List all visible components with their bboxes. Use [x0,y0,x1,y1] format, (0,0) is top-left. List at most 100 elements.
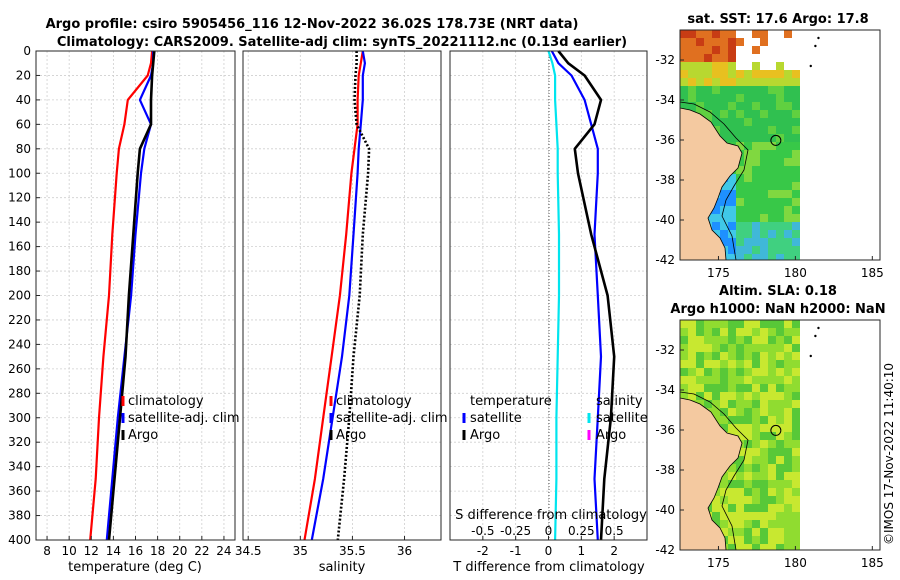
map-field-cell [784,118,792,126]
map-field-cell [744,424,752,432]
map-field-cell [744,206,752,214]
map-field-cell [688,38,696,46]
map-field-cell [792,198,800,206]
y-tick-label: 340 [8,460,31,474]
map-field-cell [752,464,760,472]
map-field-cell [760,400,768,408]
map-field-cell [792,520,800,528]
map-field-cell [792,456,800,464]
map-field-cell [792,238,800,246]
sla-map: Altim. SLA: 0.18 Argo h1000: NaN h2000: … [655,284,885,570]
map-field-cell [736,86,744,94]
map-field-cell [776,70,784,78]
map-field-cell [784,214,792,222]
map-field-cell [784,134,792,142]
map-field-cell [784,86,792,94]
island-marker [814,44,817,48]
map-field-cell [792,448,800,456]
map-field-cell [760,134,768,142]
map-field-cell [768,126,776,134]
map-field-cell [784,158,792,166]
salinity-xlabel: salinity [319,560,366,575]
map-field-cell [744,110,752,118]
map-field-cell [728,416,736,424]
map-field-cell [768,336,776,344]
map-field-cell [744,416,752,424]
map-field-cell [744,328,752,336]
map-field-cell [768,158,776,166]
map-field-cell [768,440,776,448]
map-field-cell [784,150,792,158]
map-field-cell [720,70,728,78]
y-tick-label: 380 [8,509,31,523]
map-field-cell [776,174,784,182]
map-field-cell [688,384,696,392]
map-field-cell [720,344,728,352]
map-field-cell [784,78,792,86]
x-tick-label: 2 [610,544,618,558]
map-field-cell [736,190,744,198]
map-field-cell [784,432,792,440]
map-field-cell [736,416,744,424]
map-field-cell [784,352,792,360]
map-field-cell [760,464,768,472]
map-field-cell [792,328,800,336]
legend-label-satellite-adj: satellite-adj. clim [336,411,448,426]
legend-label-argo: Argo [336,428,366,443]
map-field-cell [728,352,736,360]
map-field-cell [760,70,768,78]
map-field-cell [768,222,776,230]
map-field-cell [744,198,752,206]
map-field-cell [768,544,776,550]
map-field-cell [744,70,752,78]
map-field-cell [792,432,800,440]
lon-tick-label: 185 [861,266,884,280]
lon-tick-label: 175 [707,266,730,280]
map-field-cell [680,376,688,384]
north-island-land [680,107,743,260]
island-marker [809,354,812,358]
map-field-cell [736,528,744,536]
map-field-cell [712,504,720,512]
map-field-cell [768,320,776,328]
map-field-cell [760,222,768,230]
map-field-cell [728,78,736,86]
map-field-cell [680,352,688,360]
x-tick-label: -2 [477,544,489,558]
map-field-cell [736,392,744,400]
map-field-cell [736,400,744,408]
map-field-cell [736,480,744,488]
map-field-cell [744,246,752,254]
map-field-cell [712,94,720,102]
map-field-cell [680,86,688,94]
map-field-cell [696,352,704,360]
map-field-cell [688,376,696,384]
map-field-cell [752,408,760,416]
map-field-cell [744,456,752,464]
y-tick-label: 160 [8,240,31,254]
map-field-cell [728,198,736,206]
map-field-cell [752,182,760,190]
map-field-cell [752,254,760,260]
map-field-cell [696,384,704,392]
temperature-xlabel: temperature (deg C) [68,560,202,575]
map-field-cell [720,504,728,512]
map-field-cell [720,336,728,344]
map-field-cell [784,94,792,102]
map-field-cell [744,222,752,230]
map-field-cell [736,166,744,174]
map-field-cell [736,544,744,550]
map-field-cell [784,222,792,230]
map-field-cell [760,520,768,528]
map-field-cell [752,190,760,198]
map-field-cell [696,78,704,86]
map-field-cell [760,320,768,328]
map-field-cell [760,352,768,360]
map-field-cell [736,198,744,206]
map-field-cell [792,376,800,384]
map-field-cell [784,320,792,328]
map-field-cell [720,182,728,190]
map-field-cell [728,488,736,496]
map-field-cell [760,488,768,496]
map-field-cell [696,328,704,336]
